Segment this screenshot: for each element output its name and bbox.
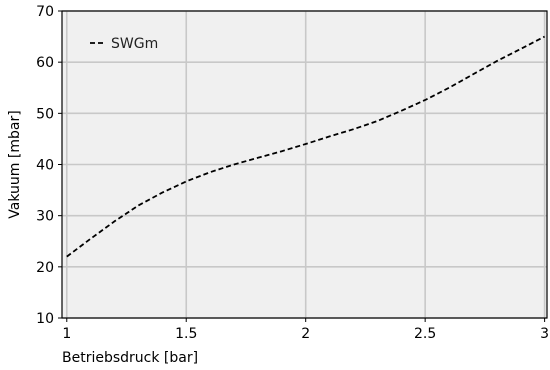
y-tick-label: 70	[36, 4, 54, 20]
y-tick-label: 50	[36, 106, 54, 122]
series-layer	[66, 35, 546, 258]
y-tick-label: 60	[36, 55, 54, 71]
x-axis: 1 1.5 2 2.5 3	[62, 318, 549, 342]
y-axis-label: Vakuum [mbar]	[7, 110, 23, 218]
x-tick-label: 1	[62, 326, 71, 342]
y-tick-label: 40	[36, 158, 54, 174]
x-tick-label: 3	[540, 326, 549, 342]
x-tick-label: 2	[301, 326, 310, 342]
grid-lines	[62, 10, 547, 319]
series-line-swgm	[66, 35, 546, 258]
y-tick-label: 30	[36, 209, 54, 225]
y-tick-label: 10	[36, 311, 54, 327]
legend-label: SWGm	[111, 36, 158, 52]
legend: SWGm	[90, 36, 158, 52]
x-tick-label: 1.5	[175, 326, 197, 342]
y-axis: 10 20 30 40 50 60 70	[36, 4, 62, 327]
y-tick-label: 20	[36, 260, 54, 276]
x-tick-label: 2.5	[414, 326, 436, 342]
x-axis-label: Betriebsdruck [bar]	[62, 350, 198, 366]
